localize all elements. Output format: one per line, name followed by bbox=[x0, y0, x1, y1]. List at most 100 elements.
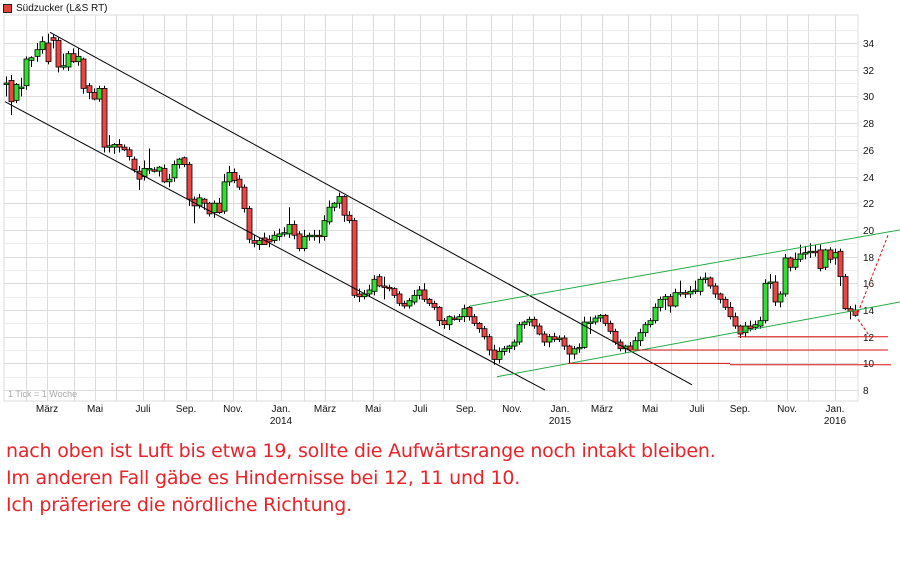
candle bbox=[321, 215, 328, 241]
x-tick-label: März bbox=[591, 404, 613, 415]
candle bbox=[722, 296, 729, 310]
candle bbox=[341, 195, 348, 222]
candle bbox=[837, 248, 844, 286]
candle bbox=[637, 328, 644, 347]
annotation-line-3: Ich präferiere die nördliche Richtung. bbox=[6, 494, 352, 516]
candle bbox=[612, 328, 619, 345]
x-tick-label: Sep. bbox=[730, 404, 751, 415]
x-tick-label: Sep. bbox=[176, 404, 197, 415]
x-tick-year: 2016 bbox=[824, 416, 847, 427]
candle bbox=[697, 276, 704, 296]
candle bbox=[466, 305, 473, 321]
candle bbox=[236, 175, 243, 190]
candle bbox=[13, 83, 20, 104]
x-tick-label: Juli bbox=[135, 404, 150, 415]
chart-title: Südzucker (L&S RT) bbox=[16, 2, 108, 14]
candle bbox=[642, 322, 649, 337]
candle bbox=[561, 335, 568, 351]
trendlines bbox=[4, 31, 900, 391]
legend-swatch-icon bbox=[3, 3, 12, 13]
candle bbox=[421, 283, 428, 302]
candle bbox=[45, 33, 52, 65]
candle bbox=[476, 322, 483, 333]
candle bbox=[687, 285, 694, 298]
uptrend-channel-lower-line bbox=[496, 301, 900, 378]
x-tick-label: März bbox=[314, 404, 336, 415]
candle bbox=[842, 273, 849, 310]
candle bbox=[411, 289, 418, 305]
x-tick-label: Mai bbox=[87, 404, 103, 415]
y-tick-label: 18 bbox=[863, 253, 875, 264]
candle bbox=[581, 316, 588, 349]
candle bbox=[727, 301, 734, 320]
chart-legend: Südzucker (L&S RT) bbox=[3, 1, 108, 15]
candle bbox=[18, 77, 25, 97]
candle bbox=[301, 229, 308, 252]
candle bbox=[506, 344, 513, 353]
candle bbox=[657, 296, 664, 312]
candle bbox=[792, 252, 799, 270]
candle bbox=[707, 276, 714, 289]
candle bbox=[171, 160, 178, 182]
candle bbox=[291, 220, 298, 240]
candle bbox=[471, 314, 478, 327]
candle bbox=[181, 156, 188, 168]
y-tick-label: 24 bbox=[863, 173, 875, 184]
candle bbox=[592, 315, 599, 325]
candle bbox=[296, 231, 303, 252]
y-tick-label: 12 bbox=[863, 333, 875, 344]
candle bbox=[576, 343, 583, 353]
candle bbox=[672, 288, 679, 308]
y-tick-label: 30 bbox=[863, 92, 875, 103]
candle bbox=[381, 276, 388, 300]
candle bbox=[34, 43, 41, 62]
x-tick-label: Juli bbox=[689, 404, 704, 415]
candle bbox=[717, 292, 724, 304]
y-tick-label: 14 bbox=[863, 306, 875, 317]
candle bbox=[121, 144, 128, 152]
candle bbox=[521, 320, 528, 329]
projection-down-line bbox=[857, 319, 871, 337]
candle bbox=[146, 148, 153, 174]
candle bbox=[772, 275, 779, 306]
x-tick-label: Nov. bbox=[502, 404, 522, 415]
candle bbox=[331, 201, 338, 212]
candle bbox=[602, 314, 609, 327]
candle bbox=[536, 323, 543, 336]
candle bbox=[39, 36, 46, 54]
candle bbox=[131, 156, 138, 173]
candle bbox=[396, 291, 403, 306]
candle bbox=[426, 297, 433, 306]
x-tick-label: Nov. bbox=[777, 404, 797, 415]
candle bbox=[712, 283, 719, 298]
candle bbox=[23, 56, 30, 90]
candle bbox=[531, 316, 538, 329]
x-tick-label: März bbox=[36, 404, 58, 415]
annotation-line-1: nach oben ist Luft bis etwa 19, sollte d… bbox=[6, 440, 716, 462]
candle bbox=[166, 173, 173, 188]
candle bbox=[802, 245, 809, 260]
y-tick-label: 34 bbox=[863, 39, 875, 50]
candle bbox=[481, 326, 488, 340]
y-tick-label: 8 bbox=[863, 386, 869, 397]
candle bbox=[271, 231, 278, 244]
candle bbox=[116, 139, 123, 153]
candle bbox=[55, 37, 62, 73]
candle bbox=[742, 322, 749, 337]
x-tick-label: Mai bbox=[642, 404, 658, 415]
candle bbox=[496, 347, 503, 364]
candle bbox=[231, 168, 238, 184]
candle bbox=[28, 56, 35, 68]
candle bbox=[326, 200, 333, 225]
candle bbox=[346, 211, 353, 224]
candle bbox=[376, 273, 383, 288]
candle bbox=[757, 316, 764, 329]
y-tick-label: 22 bbox=[863, 199, 875, 210]
x-tick-label: Nov. bbox=[223, 404, 243, 415]
candle bbox=[161, 164, 168, 184]
candle bbox=[126, 147, 133, 161]
candle bbox=[486, 334, 493, 356]
annotation-text: nach oben ist Luft bis etwa 19, sollte d… bbox=[6, 438, 716, 519]
